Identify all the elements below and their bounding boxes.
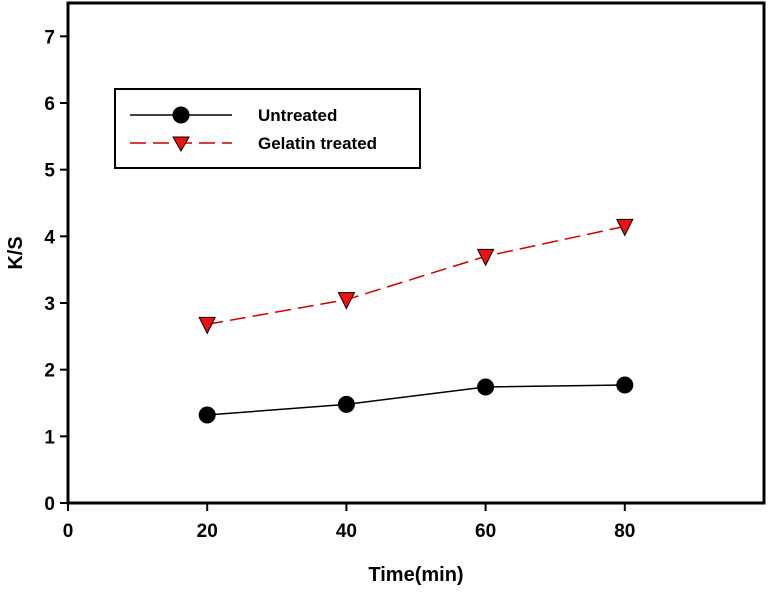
- x-axis-title: Time(min): [368, 564, 463, 586]
- legend-label-gelatin-treated: Gelatin treated: [258, 134, 377, 153]
- plot-frame: [66, 1, 766, 505]
- legend-marker-gelatin-treated: [172, 136, 190, 153]
- data-point-untreated: [616, 376, 634, 394]
- legend-marker-untreated: [172, 106, 190, 124]
- y-tick-label: 0: [44, 494, 55, 515]
- y-tick-label: 1: [44, 427, 55, 448]
- x-tick-label: 60: [475, 521, 496, 542]
- y-axis: 0 1 2 3 4 5 6 7: [44, 27, 68, 515]
- x-tick-label: 0: [63, 521, 74, 542]
- y-tick-label: 5: [44, 161, 55, 182]
- legend-box: [114, 88, 421, 169]
- x-tick-label: 80: [614, 521, 635, 542]
- data-point-untreated: [477, 378, 495, 396]
- x-axis: 0 20 40 60 80: [63, 503, 635, 542]
- data-point-gelatin-treated: [476, 248, 495, 267]
- y-tick-label: 7: [44, 27, 55, 48]
- data-point-gelatin-treated: [198, 316, 217, 335]
- series-layer: [198, 218, 634, 424]
- data-point-gelatin-treated: [337, 292, 356, 310]
- x-tick-label: 20: [197, 521, 218, 542]
- x-tick-label: 40: [336, 521, 357, 542]
- series-line-gelatin-treated: [207, 225, 625, 326]
- y-tick-label: 3: [44, 294, 55, 315]
- legend: Untreated Gelatin treated: [114, 88, 421, 169]
- data-point-untreated: [337, 395, 355, 413]
- y-axis-title: K/S: [5, 236, 27, 269]
- y-tick-label: 4: [44, 227, 55, 248]
- data-point-untreated: [198, 406, 216, 424]
- series-line-untreated: [207, 384, 625, 416]
- y-tick-label: 2: [44, 361, 55, 382]
- legend-label-untreated: Untreated: [258, 106, 337, 125]
- y-tick-label: 6: [44, 94, 55, 115]
- data-point-gelatin-treated: [615, 218, 634, 237]
